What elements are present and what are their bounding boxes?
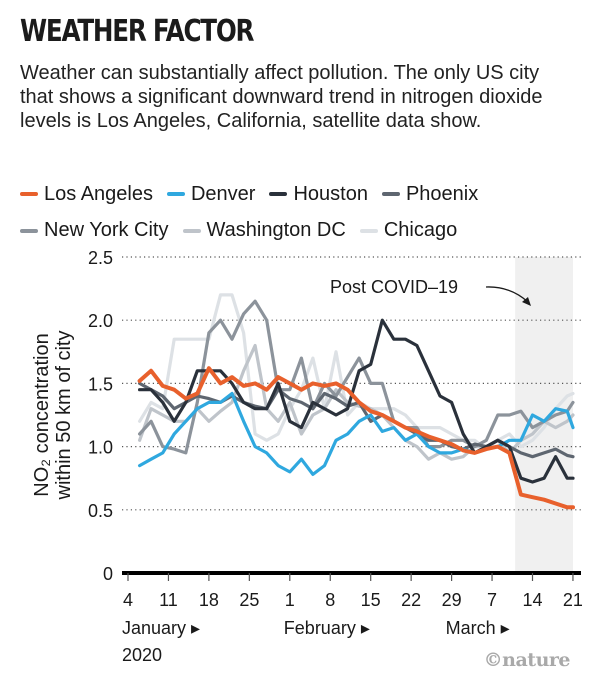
x-tick-label: 14 bbox=[522, 590, 542, 610]
legend-item: New York City bbox=[20, 214, 169, 247]
month-label: March ▸ bbox=[446, 618, 510, 638]
legend-item: Denver bbox=[166, 178, 256, 211]
y-tick-label: 2.5 bbox=[88, 248, 113, 268]
legend-label: Los Angeles bbox=[44, 182, 153, 205]
x-tick-label: 15 bbox=[361, 590, 381, 610]
series-line-denver bbox=[138, 391, 575, 476]
y-tick-label: 1.0 bbox=[88, 438, 113, 458]
legend-label: Denver bbox=[190, 182, 256, 205]
annotation-label: Post COVID–19 bbox=[330, 277, 458, 297]
legend-swatch bbox=[359, 228, 378, 233]
x-tick-label: 7 bbox=[487, 590, 497, 610]
legend-item: Phoenix bbox=[381, 178, 479, 211]
series-line-los-angeles bbox=[137, 366, 575, 510]
legend-swatch bbox=[20, 192, 38, 196]
legend-swatch bbox=[182, 228, 201, 233]
x-tick-label: 29 bbox=[442, 590, 462, 610]
legend-label: Chicago bbox=[383, 219, 458, 241]
chart-subtitle: Weather can substantially affect polluti… bbox=[20, 62, 543, 132]
x-tick-label: 1 bbox=[285, 590, 295, 610]
legend-label: Phoenix bbox=[405, 182, 479, 205]
x-tick-label: 22 bbox=[401, 590, 421, 610]
y-axis-label: NO₂ concentration bbox=[31, 333, 53, 496]
legend: Los Angeles Denver Houston Phoenix New York … bbox=[20, 174, 580, 247]
legend-swatch bbox=[20, 228, 38, 233]
year-label: 2020 bbox=[122, 645, 162, 665]
annotation-arrow bbox=[485, 286, 529, 303]
legend-item: Chicago bbox=[359, 214, 458, 247]
y-tick-label: 0 bbox=[103, 564, 113, 584]
month-label: February ▸ bbox=[284, 618, 370, 638]
legend-swatch bbox=[381, 192, 400, 196]
legend-label: Houston bbox=[293, 182, 368, 205]
x-tick-label: 21 bbox=[563, 590, 583, 610]
legend-item: Los Angeles bbox=[20, 178, 153, 211]
x-tick-label: 18 bbox=[199, 590, 219, 610]
x-tick-label: 25 bbox=[239, 590, 259, 610]
nature-credit: ©nature bbox=[483, 649, 571, 671]
series-line-new-york-city bbox=[138, 299, 575, 455]
legend-label: New York City bbox=[44, 219, 169, 241]
x-tick-label: 11 bbox=[159, 590, 178, 610]
chart-title: WEATHER FACTOR bbox=[20, 14, 254, 49]
legend-item: Houston bbox=[269, 178, 368, 211]
y-tick-label: 1.5 bbox=[88, 374, 113, 394]
y-tick-label: 2.0 bbox=[88, 311, 113, 331]
legend-item: Washington DC bbox=[182, 214, 346, 247]
arrowhead-icon bbox=[522, 297, 531, 306]
x-tick-label: 8 bbox=[325, 590, 335, 610]
legend-swatch bbox=[269, 192, 288, 196]
legend-label: Washington DC bbox=[206, 219, 346, 241]
y-axis-label: within 50 km of city bbox=[53, 331, 75, 501]
legend-swatch bbox=[166, 192, 185, 196]
x-tick-label: 4 bbox=[123, 590, 133, 610]
month-label: January ▸ bbox=[122, 618, 200, 638]
y-tick-label: 0.5 bbox=[88, 501, 113, 521]
